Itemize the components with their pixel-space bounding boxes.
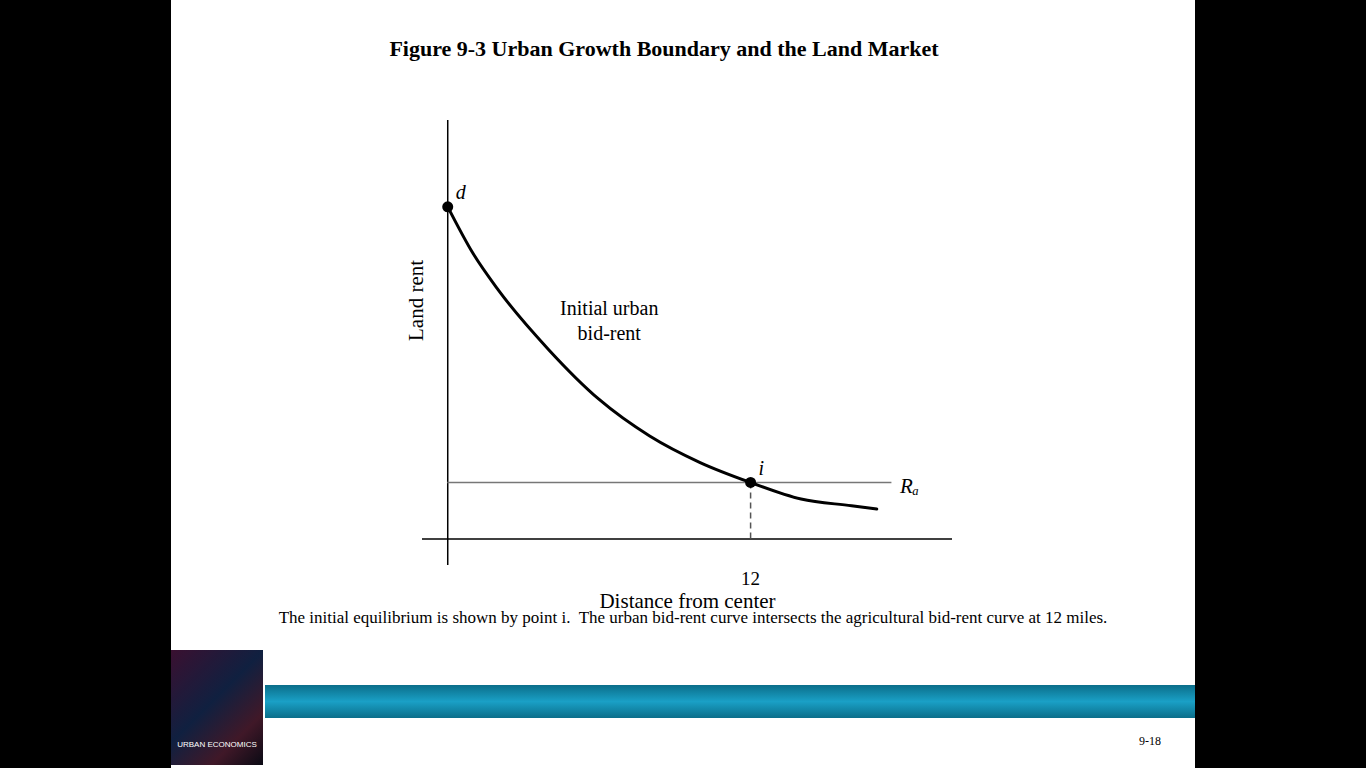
svg-text:Distance from center: Distance from center	[599, 589, 776, 614]
svg-text:i: i	[759, 457, 765, 479]
svg-text:Rₐ: Rₐ	[899, 474, 919, 498]
html-text:Figure 9-3 Urban Growth Bounda: Figure 9-3 Urban Growth Boundary and the…	[389, 36, 939, 61]
svg-text:Initial urbanbid-rent: Initial urbanbid-rent	[560, 297, 658, 344]
svg-text:12: 12	[741, 568, 760, 589]
html-text:9-18: 9-18	[1139, 734, 1161, 748]
html-text:The initial equilibrium is sho: The initial equilibrium is shown by poin…	[278, 608, 1108, 627]
html-text:URBAN ECONOMICS: URBAN ECONOMICS	[177, 740, 257, 749]
svg-text:Land rent: Land rent	[404, 260, 428, 341]
svg-text:d: d	[456, 181, 467, 203]
